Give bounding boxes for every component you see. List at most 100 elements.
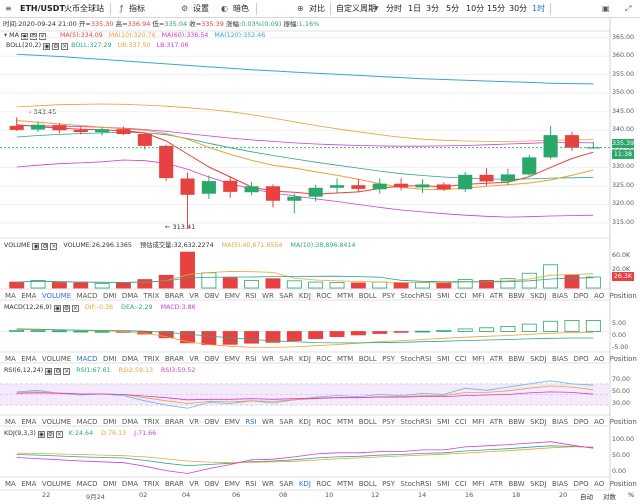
indicator-tab-ao[interactable]: AO <box>594 480 605 488</box>
indicator-tab-mtm[interactable]: MTM <box>336 355 354 363</box>
indicator-tab-bias[interactable]: BIAS <box>552 355 569 363</box>
indicator-tab-atr[interactable]: ATR <box>489 292 504 300</box>
indicator-tab-boll[interactable]: BOLL <box>358 355 377 363</box>
indicator-tab-bias[interactable]: BIAS <box>552 480 569 488</box>
symbol-label[interactable]: ETH/USDT <box>20 4 65 13</box>
indicator-tab-mfi[interactable]: MFI <box>472 355 485 363</box>
indicator-tab-vr[interactable]: VR <box>189 480 199 488</box>
indicator-tab-skdj[interactable]: SKDJ <box>530 418 547 426</box>
indicator-tab-position[interactable]: Position <box>609 355 637 363</box>
indicator-tab-ma[interactable]: MA <box>5 480 16 488</box>
indicator-tab-stochrsi[interactable]: StochRSI <box>400 355 432 363</box>
indicator-tab-position[interactable]: Position <box>609 418 637 426</box>
indicator-tab-volume[interactable]: VOLUME <box>41 418 72 426</box>
indicator-tab-macd[interactable]: MACD <box>76 355 98 363</box>
indicator-button[interactable]: 指标 <box>129 4 145 13</box>
indicator-tab-volume[interactable]: VOLUME <box>41 480 72 488</box>
close-icon[interactable]: × <box>63 368 71 375</box>
indicator-tab-vr[interactable]: VR <box>189 355 199 363</box>
indicator-tab-dpo[interactable]: DPO <box>573 480 589 488</box>
indicator-tab-smi[interactable]: SMI <box>436 418 450 426</box>
indicator-tab-dmi[interactable]: DMI <box>102 418 117 426</box>
indicator-tab-position[interactable]: Position <box>609 480 637 488</box>
indicator-tab-bbw[interactable]: BBW <box>508 355 525 363</box>
indicator-tab-kdj[interactable]: KDJ <box>298 480 311 488</box>
indicator-tab-ema[interactable]: EMA <box>21 292 37 300</box>
indicator-tab-rsi[interactable]: RSI <box>245 355 257 363</box>
indicator-tab-ma[interactable]: MA <box>5 418 16 426</box>
close-icon[interactable]: × <box>71 305 79 312</box>
period-6[interactable]: 30分 <box>509 4 528 13</box>
gear-icon[interactable]: ⚙ <box>181 4 189 13</box>
indicator-tab-obv[interactable]: OBV <box>204 480 220 488</box>
indicator-tab-ema[interactable]: EMA <box>21 480 37 488</box>
indicator-tab-emv[interactable]: EMV <box>224 292 240 300</box>
custom-period-button[interactable]: 自定义周期 <box>336 4 376 13</box>
indicator-tab-rsi[interactable]: RSI <box>245 418 257 426</box>
indicator-tab-psy[interactable]: PSY <box>382 480 396 488</box>
indicator-icon[interactable]: ƒ <box>120 4 123 13</box>
exchange-label[interactable]: 火币全球站 <box>64 4 104 13</box>
indicator-tab-bbw[interactable]: BBW <box>508 480 525 488</box>
indicator-tab-boll[interactable]: BOLL <box>358 480 377 488</box>
indicator-tab-mtm[interactable]: MTM <box>336 418 354 426</box>
indicator-tab-cci[interactable]: CCI <box>454 292 467 300</box>
indicator-tab-stochrsi[interactable]: StochRSI <box>400 292 432 300</box>
theme-button[interactable]: 暗色 <box>233 4 249 13</box>
indicator-tab-roc[interactable]: ROC <box>316 355 332 363</box>
indicator-tab-cci[interactable]: CCI <box>454 355 467 363</box>
indicator-tab-psy[interactable]: PSY <box>382 292 396 300</box>
indicator-tab-volume[interactable]: VOLUME <box>41 292 72 300</box>
compare-button[interactable]: 对比 <box>309 4 325 13</box>
indicator-tab-mfi[interactable]: MFI <box>472 292 485 300</box>
indicator-tab-trix[interactable]: TRIX <box>143 480 160 488</box>
indicator-tab-bbw[interactable]: BBW <box>508 418 525 426</box>
indicator-tab-mfi[interactable]: MFI <box>472 480 485 488</box>
indicator-tab-macd[interactable]: MACD <box>76 480 98 488</box>
indicator-tab-mtm[interactable]: MTM <box>336 480 354 488</box>
period-7[interactable]: 1时 <box>532 4 546 13</box>
indicator-tab-volume[interactable]: VOLUME <box>41 355 72 363</box>
indicator-tab-ma[interactable]: MA <box>5 292 16 300</box>
indicator-tab-obv[interactable]: OBV <box>204 292 220 300</box>
close-icon[interactable]: × <box>38 33 46 40</box>
close-icon[interactable]: × <box>50 243 58 250</box>
period-1[interactable]: 1日 <box>408 4 422 13</box>
period-4[interactable]: 10分 <box>466 4 485 13</box>
gear-icon[interactable]: ⚙ <box>54 368 62 375</box>
indicator-tab-ao[interactable]: AO <box>594 418 605 426</box>
compare-icon[interactable]: ⊕ <box>297 4 304 13</box>
indicator-tab-emv[interactable]: EMV <box>224 355 240 363</box>
visibility-toggle[interactable]: ◉ <box>20 33 28 40</box>
indicator-tab-mfi[interactable]: MFI <box>472 418 485 426</box>
indicator-tab-psy[interactable]: PSY <box>382 355 396 363</box>
indicator-tab-position[interactable]: Position <box>609 292 637 300</box>
indicator-tab-vr[interactable]: VR <box>189 418 199 426</box>
indicator-tab-dpo[interactable]: DPO <box>573 292 589 300</box>
indicator-tab-kdj[interactable]: KDJ <box>298 418 311 426</box>
indicator-tab-dmi[interactable]: DMI <box>102 355 117 363</box>
indicator-tab-wr[interactable]: WR <box>262 355 274 363</box>
indicator-tab-smi[interactable]: SMI <box>436 355 450 363</box>
indicator-tab-dma[interactable]: DMA <box>121 480 139 488</box>
indicator-tab-dpo[interactable]: DPO <box>573 355 589 363</box>
close-icon[interactable]: × <box>55 431 63 438</box>
period-3[interactable]: 5分 <box>446 4 460 13</box>
percent-scale-button[interactable]: % <box>628 491 635 499</box>
indicator-tab-dma[interactable]: DMA <box>121 292 139 300</box>
indicator-tab-rsi[interactable]: RSI <box>245 480 257 488</box>
gear-icon[interactable]: ⚙ <box>41 243 49 250</box>
visibility-toggle[interactable]: ◉ <box>32 243 40 250</box>
indicator-tab-atr[interactable]: ATR <box>489 418 504 426</box>
camera-icon[interactable]: ▣ <box>602 4 610 13</box>
indicator-tab-brar[interactable]: BRAR <box>164 480 184 488</box>
indicator-tab-roc[interactable]: ROC <box>316 292 332 300</box>
gear-icon[interactable]: ⚙ <box>29 33 37 40</box>
auto-scale-button[interactable]: 自动 <box>580 493 593 501</box>
indicator-tab-brar[interactable]: BRAR <box>164 355 184 363</box>
visibility-toggle[interactable]: ◉ <box>53 305 61 312</box>
gear-icon[interactable]: ⚙ <box>52 43 60 50</box>
indicator-tab-dpo[interactable]: DPO <box>573 418 589 426</box>
gear-icon[interactable]: ⚙ <box>62 305 70 312</box>
